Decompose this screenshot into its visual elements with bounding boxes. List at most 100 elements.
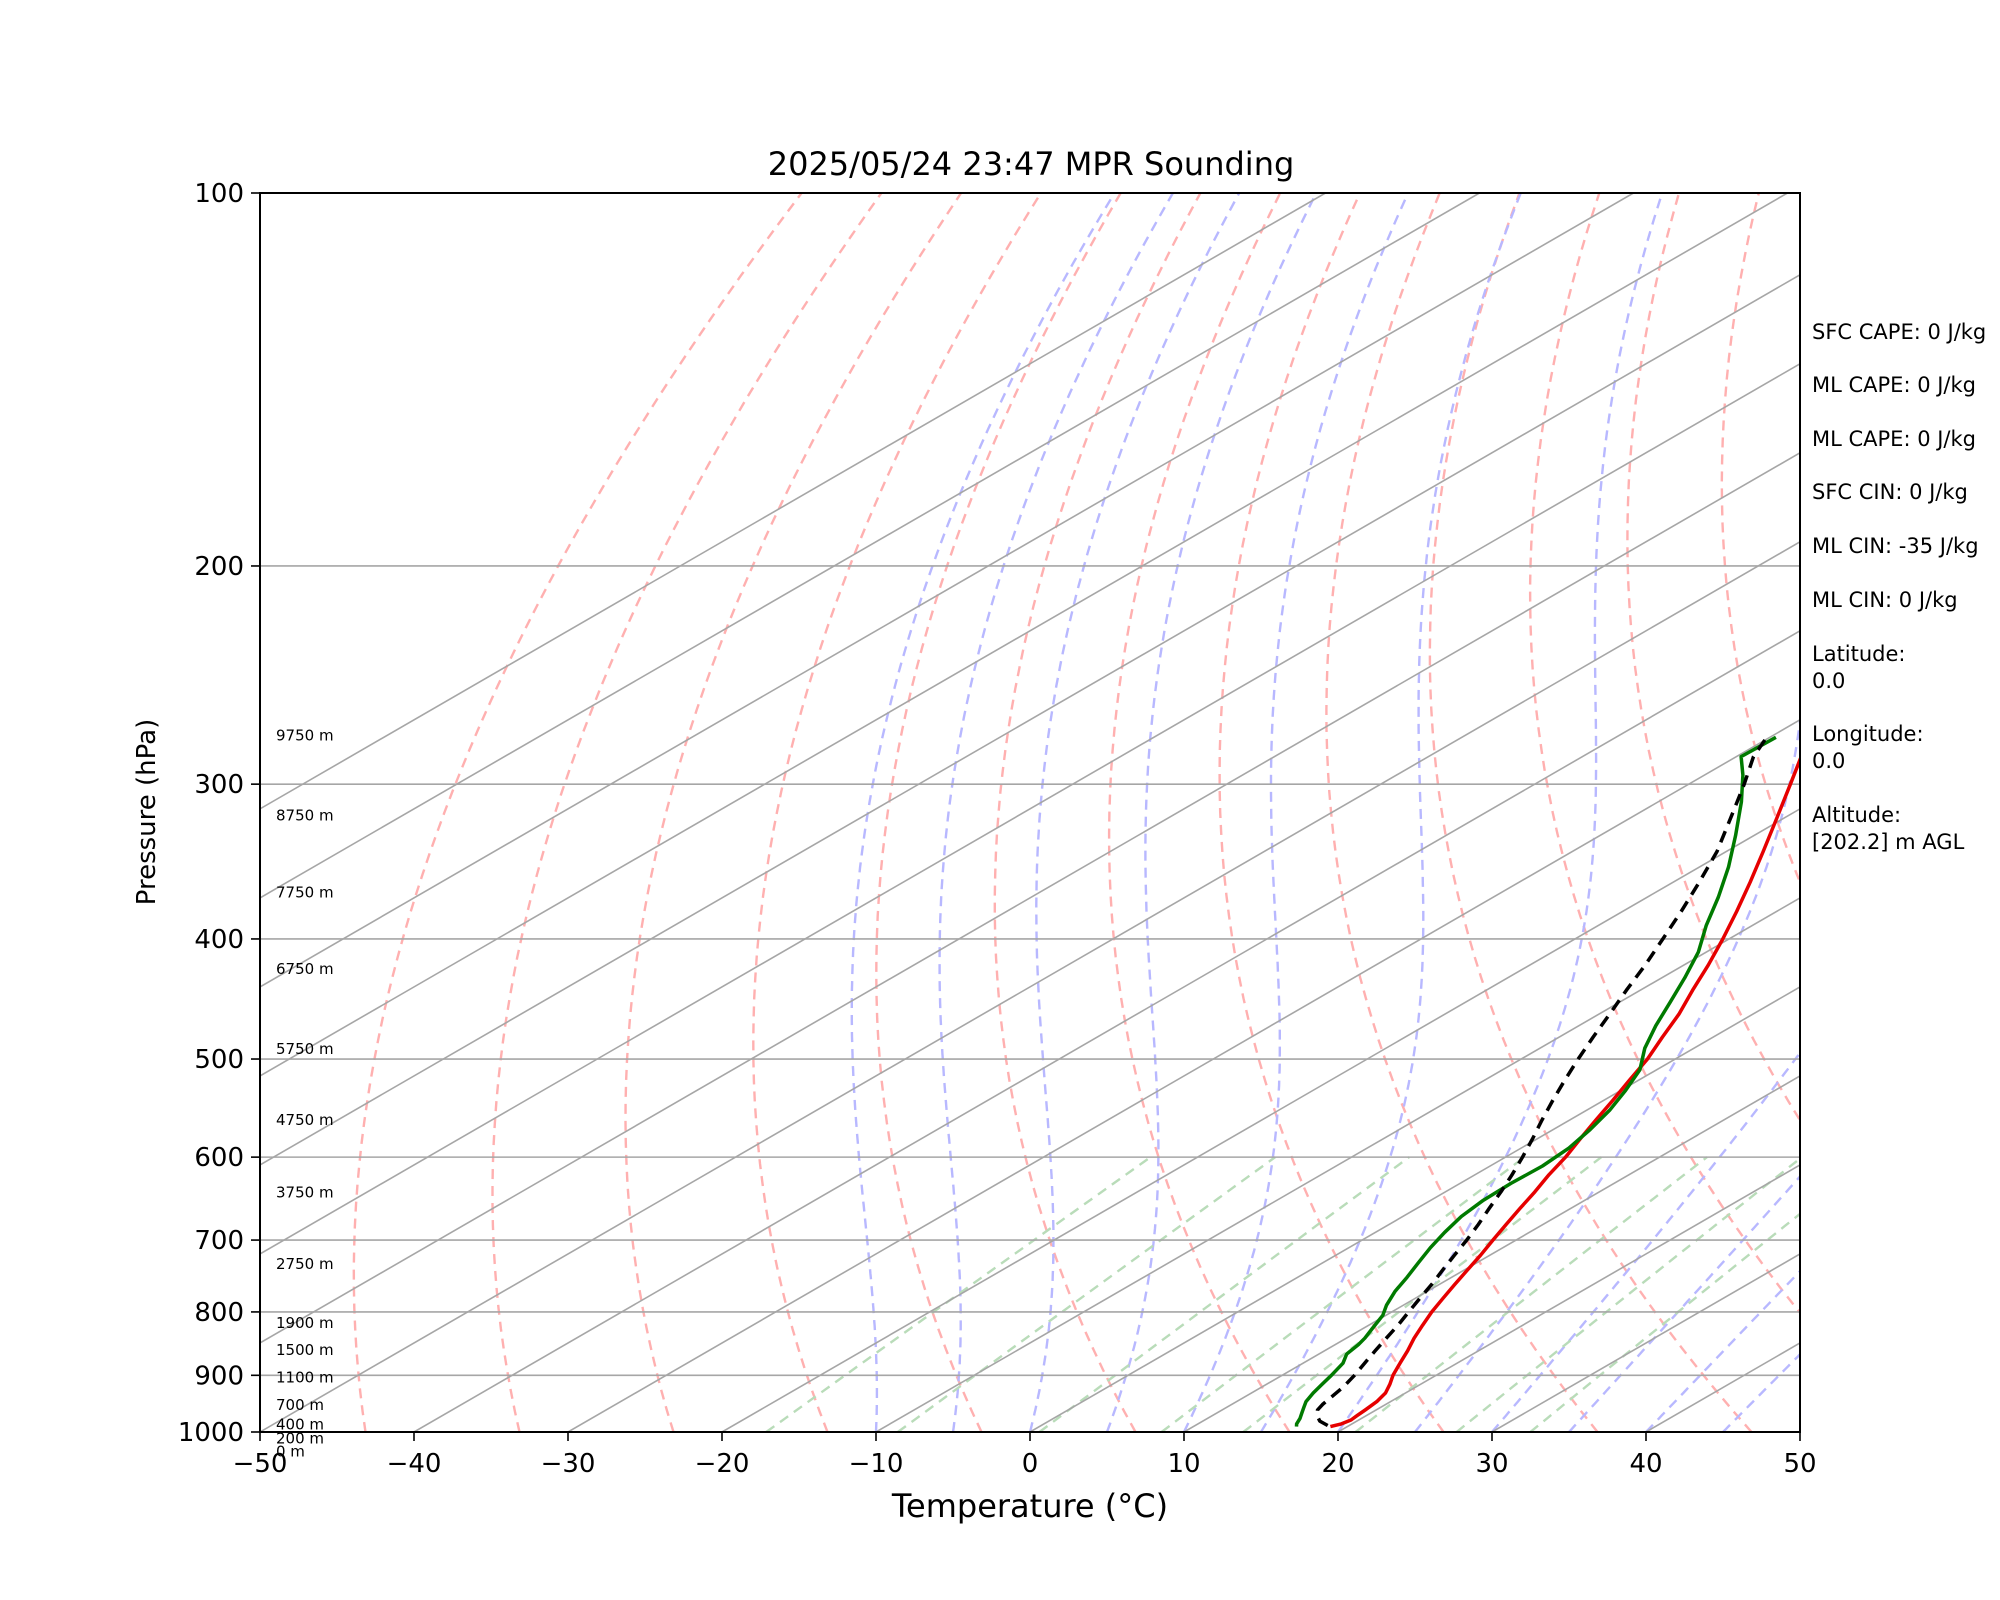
annotation-text: Longitude: (1812, 722, 1924, 746)
dry-adiabat-line (624, 193, 963, 1432)
height-labels: 9750 m 8750 m 7750 m 6750 m 5750 m 4750 m 3750… (276, 726, 334, 1460)
x-axis-ticks: −50 −40 −30 −20 −10 0 10 20 30 40 50 (233, 1432, 1817, 1479)
dry-adiabat-line (993, 193, 1202, 1432)
dewpoint-profile-line (1294, 735, 1777, 1427)
mixing-ratio-line (1455, 1156, 1800, 1432)
mixing-ratio-line (1529, 1212, 1800, 1432)
x-tick-label: −50 (233, 1449, 288, 1479)
y-tick-label: 200 (194, 552, 244, 582)
y-tick-label: 100 (194, 179, 244, 209)
height-label: 9750 m (276, 726, 334, 744)
moist-adiabats (850, 193, 1800, 1432)
dry-adiabat-line (875, 193, 1122, 1432)
y-tick-label: 700 (194, 1226, 244, 1256)
isotherm-line (260, 193, 1788, 1077)
moist-adiabat-line (938, 193, 1174, 1432)
height-label: 4750 m (276, 1111, 334, 1129)
mixing-ratio-line (765, 1156, 1152, 1432)
isotherm-line (567, 718, 1800, 1432)
annotation-text: SFC CIN: 0 J/kg (1812, 480, 1968, 504)
x-tick-label: −40 (387, 1449, 442, 1479)
isotherm-line (1183, 1075, 1800, 1432)
moist-adiabat-line (1414, 711, 1800, 1432)
x-tick-label: 20 (1321, 1449, 1354, 1479)
isotherm-line (260, 362, 1800, 1255)
isotherm-line (260, 193, 1326, 810)
height-label: 3750 m (276, 1184, 334, 1202)
height-label: 7750 m (276, 884, 334, 902)
height-label: 5750 m (276, 1040, 334, 1058)
y-tick-label: 600 (194, 1143, 244, 1173)
dry-adiabat-line (491, 193, 883, 1432)
x-tick-label: 0 (1022, 1449, 1039, 1479)
isotherm-line (875, 896, 1800, 1432)
dry-adiabat-line (1428, 193, 1753, 1432)
x-tick-label: −30 (541, 1449, 596, 1479)
isotherm-line (1337, 1164, 1800, 1432)
annotation-text: ML CIN: -35 J/kg (1812, 534, 1979, 558)
x-tick-label: 50 (1783, 1449, 1816, 1479)
x-tick-label: 10 (1167, 1449, 1200, 1479)
parcel-profile-line (1315, 736, 1769, 1428)
height-label: 400 m (276, 1415, 324, 1433)
isotherm-line (260, 193, 1480, 899)
height-label: 8750 m (276, 807, 334, 825)
height-label: 700 m (276, 1396, 324, 1414)
x-tick-label: 30 (1475, 1449, 1508, 1479)
background-lines (260, 193, 1800, 1432)
dry-adiabat-line (1626, 193, 1800, 1123)
annotations-panel: SFC CAPE: 0 J/kg ML CAPE: 0 J/kg ML CAPE: … (1812, 320, 1986, 854)
isotherm-line (260, 451, 1800, 1344)
x-tick-label: −10 (849, 1449, 904, 1479)
dry-adiabat-line (1528, 193, 1800, 1315)
dry-adiabat-line (752, 193, 1042, 1432)
y-tick-label: 800 (194, 1298, 244, 1328)
dry-adiabat-line (1107, 193, 1291, 1432)
height-label: 1100 m (276, 1369, 334, 1387)
isobars (260, 565, 1800, 1377)
x-tick-label: −20 (695, 1449, 750, 1479)
mixing-ratio-line (1354, 1156, 1708, 1432)
annotation-text: 0.0 (1812, 669, 1845, 693)
annotation-text: 0.0 (1812, 749, 1845, 773)
sounding-profiles (1294, 735, 1800, 1429)
annotation-text: [202.2] m AGL (1812, 830, 1965, 854)
x-axis-label: Temperature (°C) (891, 1487, 1168, 1525)
mixing-ratio-line (1038, 1156, 1410, 1432)
moist-adiabat-line (1337, 193, 1664, 1432)
height-label: 1900 m (276, 1314, 334, 1332)
annotation-text: Latitude: (1812, 642, 1906, 666)
isotherm-line (260, 273, 1800, 1166)
moist-adiabat-line (1645, 1269, 1800, 1432)
mixing-ratio-line (897, 1156, 1276, 1432)
annotation-text: ML CAPE: 0 J/kg (1812, 427, 1976, 451)
height-label: 2750 m (276, 1255, 334, 1273)
isotherms (260, 193, 1800, 1432)
isotherm-line (721, 807, 1800, 1432)
temperature-profile-line (1329, 754, 1800, 1429)
isotherm-line (413, 629, 1800, 1432)
isotherm-line (260, 540, 1800, 1432)
y-tick-label: 900 (194, 1361, 244, 1391)
y-tick-label: 500 (194, 1045, 244, 1075)
dry-adiabat-line (1218, 193, 1445, 1432)
annotation-text: Altitude: (1812, 803, 1901, 827)
y-tick-label: 300 (194, 770, 244, 800)
height-label: 200 m (276, 1429, 324, 1447)
height-label: 0 m (276, 1443, 305, 1461)
mixing-ratio-line (1160, 1156, 1526, 1432)
y-axis-label: Pressure (hPa) (132, 719, 162, 906)
x-tick-label: 40 (1629, 1449, 1662, 1479)
moist-adiabat-line (1028, 193, 1241, 1432)
height-label: 6750 m (276, 960, 334, 978)
chart-title: 2025/05/24 23:47 MPR Sounding (768, 145, 1295, 183)
y-tick-label: 1000 (178, 1418, 244, 1448)
y-tick-label: 400 (194, 925, 244, 955)
annotation-text: SFC CAPE: 0 J/kg (1812, 320, 1986, 344)
moist-adiabat-line (1105, 193, 1318, 1432)
y-axis-ticks: 100 200 300 400 500 600 700 800 900 1000 (178, 179, 260, 1448)
annotation-text: ML CAPE: 0 J/kg (1812, 373, 1976, 397)
isotherm-line (260, 193, 1634, 988)
dry-adiabat-line (352, 193, 803, 1432)
